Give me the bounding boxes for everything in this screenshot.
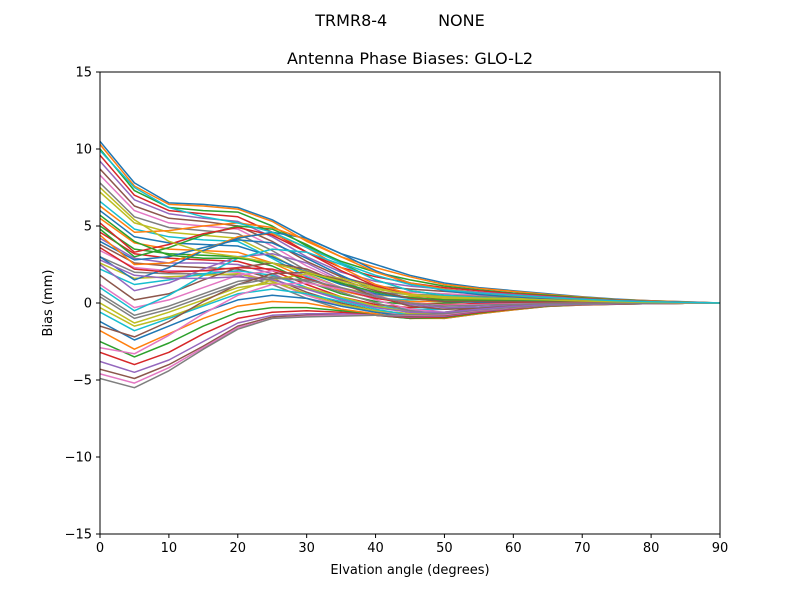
x-tick-label: 0: [96, 541, 104, 556]
y-axis: −15 −10 −5 0 5 10 15: [65, 66, 100, 543]
y-tick-label: −5: [73, 374, 92, 389]
y-tick-label: 0: [84, 297, 92, 312]
x-tick-label: 10: [161, 541, 178, 556]
y-tick-label: −15: [65, 528, 92, 543]
x-tick-label: 20: [230, 541, 247, 556]
chart-title: Antenna Phase Biases: GLO-L2: [287, 49, 533, 68]
y-axis-label: Bias (mm): [41, 270, 56, 337]
x-tick-label: 70: [574, 541, 591, 556]
x-axis-label: Elvation angle (degrees): [330, 563, 489, 578]
series-line-48: [100, 277, 720, 320]
x-tick-label: 90: [712, 541, 729, 556]
x-tick-label: 60: [505, 541, 522, 556]
series-layer: [100, 140, 720, 389]
x-axis: 0 10 20 30 40 50 60 70 80 90: [96, 534, 728, 556]
y-tick-label: 5: [84, 220, 92, 235]
y-tick-label: 15: [75, 66, 92, 81]
y-tick-label: 10: [75, 143, 92, 158]
series-line-49: [100, 186, 720, 304]
x-tick-label: 30: [298, 541, 315, 556]
series-line-50: [100, 149, 720, 304]
x-tick-label: 40: [367, 541, 384, 556]
figure-suptitle: TRMR8-4 NONE: [314, 11, 484, 30]
x-tick-label: 80: [643, 541, 660, 556]
y-tick-label: −10: [65, 451, 92, 466]
x-tick-label: 50: [436, 541, 453, 556]
